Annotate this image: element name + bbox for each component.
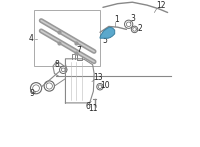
Text: 3: 3 — [131, 14, 136, 23]
Bar — [34, 10, 100, 66]
Polygon shape — [100, 27, 115, 38]
Text: 4: 4 — [28, 34, 33, 44]
Text: 6: 6 — [85, 102, 90, 111]
Text: 10: 10 — [100, 81, 110, 91]
Text: 5: 5 — [103, 36, 108, 45]
Text: 11: 11 — [89, 103, 98, 113]
Text: 9: 9 — [29, 89, 34, 98]
Text: 13: 13 — [93, 73, 103, 82]
Text: 8: 8 — [55, 60, 60, 69]
Text: 2: 2 — [137, 24, 142, 33]
Text: 12: 12 — [156, 1, 166, 10]
Bar — [77, 53, 82, 60]
Text: 1: 1 — [115, 15, 119, 24]
Text: 7: 7 — [76, 46, 81, 55]
